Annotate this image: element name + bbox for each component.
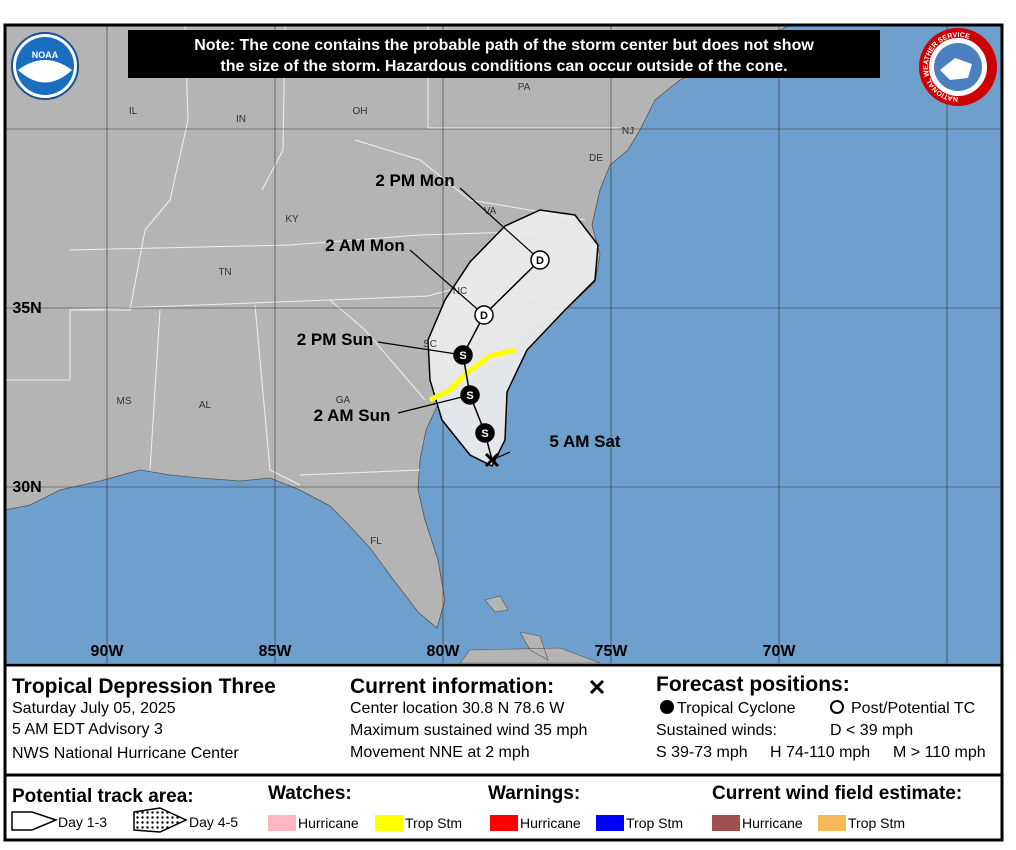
forecast-symbol: S xyxy=(459,350,466,362)
map xyxy=(5,25,1002,663)
longitude-label: 90W xyxy=(91,643,125,660)
info-line: NWS National Hurricane Center xyxy=(12,745,239,762)
legend-heading: Current wind field estimate: xyxy=(712,783,962,804)
legend-label: Trop Stm xyxy=(848,815,905,831)
forecast-time-label: 2 PM Sun xyxy=(297,330,374,349)
storm-title: Tropical Depression Three xyxy=(12,675,276,698)
info-line: Sustained winds: xyxy=(656,722,777,739)
noaa-logo: NOAA xyxy=(11,32,79,100)
tc-symbol xyxy=(660,700,674,714)
legend-swatch xyxy=(490,815,518,831)
leader-line xyxy=(397,394,471,414)
legend-heading: Potential track area: xyxy=(12,786,194,807)
note-box xyxy=(128,30,880,78)
info-line: Center location 30.8 N 78.6 W xyxy=(350,700,565,717)
forecast-time-label: 2 AM Mon xyxy=(325,236,405,255)
noaa-text: NOAA xyxy=(32,50,59,60)
state-label: NC xyxy=(453,286,467,297)
info-line: Post/Potential TC xyxy=(851,700,975,717)
longitude-label: 75W xyxy=(595,643,629,660)
state-label: MS xyxy=(117,396,132,407)
frame xyxy=(3,23,1004,842)
legend-swatch xyxy=(712,815,740,831)
day-1-3-icon xyxy=(11,811,59,831)
map-overlay: IL IN OH PA NJ DE KY VA TN NC SC MS AL GA FL 35N 30N 90W 8… xyxy=(12,82,796,660)
forecast-symbol: D xyxy=(480,310,488,322)
longitude-label: 70W xyxy=(763,643,797,660)
state-label: NJ xyxy=(622,126,634,137)
state-label: PA xyxy=(518,82,531,93)
legend-swatch xyxy=(818,815,846,831)
legend-label: Day 1-3 xyxy=(58,814,107,830)
forecast-symbol: S xyxy=(481,428,488,440)
post-tc-symbol xyxy=(830,700,844,714)
leader-line xyxy=(459,187,541,261)
land xyxy=(5,25,791,629)
state-label: VA xyxy=(484,206,497,217)
legend-swatch xyxy=(375,815,403,831)
forecast-position xyxy=(474,305,494,325)
legend-swatch xyxy=(596,815,624,831)
info-line: Saturday July 05, 2025 xyxy=(12,700,176,717)
info-line: 5 AM EDT Advisory 3 xyxy=(12,721,163,738)
state-label: SC xyxy=(423,339,437,350)
longitude-label: 85W xyxy=(259,643,293,660)
day-4-5-icon xyxy=(133,807,188,833)
state-label: OH xyxy=(353,106,368,117)
info-panel: Tropical Depression Three Saturday July 0… xyxy=(12,673,986,762)
legend: Potential track area: Day 1-3 Day 4-5 Watch… xyxy=(11,783,962,833)
wind-class: H 74-110 mph xyxy=(770,744,870,761)
longitude-label: 80W xyxy=(427,643,461,660)
forecast-position xyxy=(453,345,473,365)
wind-class: S 39-73 mph xyxy=(656,744,748,761)
info-line: Movement NNE at 2 mph xyxy=(350,744,530,761)
forecast-symbol: D xyxy=(536,255,544,267)
info-line: Maximum sustained wind 35 mph xyxy=(350,722,587,739)
state-label: IN xyxy=(236,114,246,125)
leader-line xyxy=(377,341,464,356)
forecast-symbol: S xyxy=(466,390,473,402)
legend-heading: Warnings: xyxy=(488,783,580,804)
wind-class: M > 110 mph xyxy=(893,744,986,761)
forecast-position xyxy=(460,385,480,405)
forecast-time-label: 2 AM Sun xyxy=(314,406,391,425)
info-line: Tropical Cyclone xyxy=(677,700,796,717)
note-line: the size of the storm. Hazardous conditi… xyxy=(220,58,787,75)
legend-label: Hurricane xyxy=(742,815,803,831)
note-line: Note: The cone contains the probable pat… xyxy=(194,37,814,54)
legend-label: Trop Stm xyxy=(626,815,683,831)
state-label: TN xyxy=(218,267,231,278)
forecast-position xyxy=(530,250,550,270)
state-label: IL xyxy=(129,106,138,117)
state-label: DE xyxy=(589,153,603,164)
latitude-label: 35N xyxy=(12,300,41,317)
state-label: GA xyxy=(336,395,351,406)
state-label: FL xyxy=(370,536,382,547)
wind-class: D < 39 mph xyxy=(830,722,913,739)
nws-logo: NATIONAL WEATHER SERVICE xyxy=(919,28,997,106)
legend-label: Hurricane xyxy=(520,815,581,831)
legend-swatch xyxy=(268,815,296,831)
state-label: AL xyxy=(199,400,212,411)
section-heading: Forecast positions: xyxy=(656,673,850,696)
forecast-time-label: 2 PM Mon xyxy=(375,171,454,190)
legend-label: Hurricane xyxy=(298,815,359,831)
island xyxy=(459,595,601,663)
legend-heading: Watches: xyxy=(268,783,352,804)
forecast-position xyxy=(475,423,495,443)
tropical-storm-watch xyxy=(428,347,516,403)
latitude-label: 30N xyxy=(12,479,41,496)
section-heading: Current information: xyxy=(350,675,554,698)
state-label: KY xyxy=(285,214,299,225)
forecast-time-label: 5 AM Sat xyxy=(549,432,621,451)
legend-label: Trop Stm xyxy=(405,815,462,831)
current-symbol xyxy=(589,679,605,695)
leader-line xyxy=(409,249,485,316)
current-position xyxy=(484,452,500,468)
legend-label: Day 4-5 xyxy=(189,814,238,830)
